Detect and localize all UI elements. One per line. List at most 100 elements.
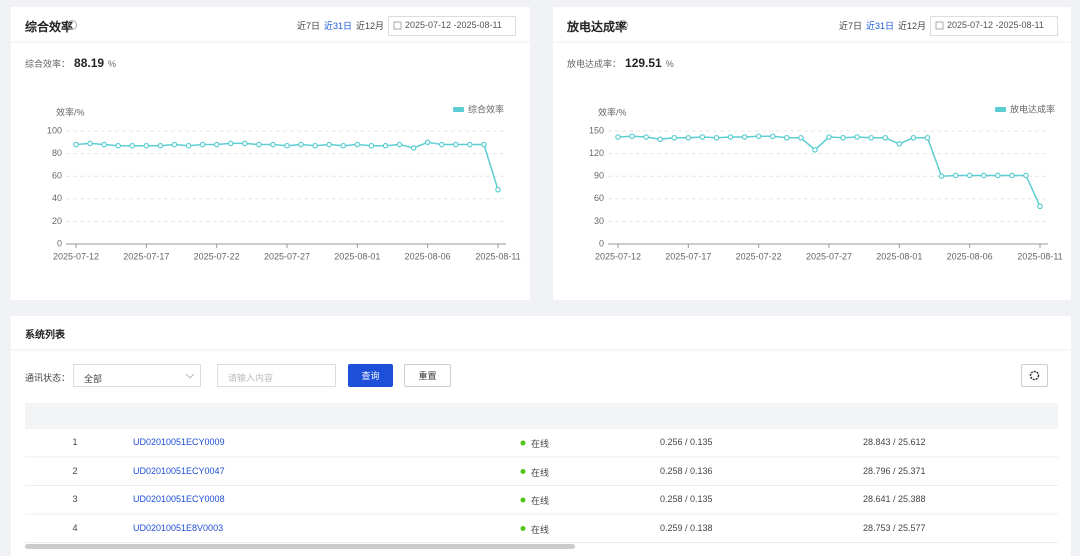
data-point (227, 140, 234, 147)
summary-unit: % (665, 59, 674, 69)
calendar-icon (935, 21, 944, 30)
data-point (438, 141, 445, 148)
system-code[interactable]: UD02010051ECY0009 (133, 437, 225, 447)
system-code[interactable]: UD02010051ECY0008 (133, 494, 225, 504)
filter-label: 通讯状态： (25, 373, 71, 383)
summary: 综合效率： 88.19% (25, 56, 116, 70)
summary-value: 88.19 (74, 56, 105, 70)
settings-button[interactable] (1021, 364, 1048, 387)
data-point (157, 142, 164, 149)
data-point (671, 134, 678, 141)
data-point (199, 141, 206, 148)
system-code[interactable]: UD02010051ECY0047 (133, 465, 225, 476)
y-tick-label: 0 (599, 238, 604, 248)
data-point (994, 172, 1001, 179)
today-energy: 0.259 / 0.138 (660, 522, 713, 533)
y-tick-label: 100 (47, 125, 62, 135)
data-point (952, 172, 959, 179)
status-dot (520, 469, 526, 474)
data-point (854, 134, 860, 140)
data-point (938, 173, 945, 180)
x-tick-label: 2025-08-11 (475, 251, 520, 261)
date-range[interactable]: 2025-07-12 -2025-08-11 (930, 16, 1058, 36)
table-header-bg (25, 403, 1058, 429)
x-tick-label: 2025-07-12 (595, 251, 641, 261)
search-input[interactable]: 请输入内容 (217, 364, 336, 387)
today-energy: 0.258 / 0.136 (660, 465, 713, 476)
x-tick-label: 2025-08-01 (334, 251, 380, 261)
help-icon (618, 20, 628, 30)
data-point (868, 134, 875, 141)
x-tick-label: 2025-07-17 (123, 251, 169, 261)
data-point (452, 141, 459, 148)
data-point (812, 147, 818, 153)
data-point (382, 142, 389, 149)
data-point (354, 141, 361, 148)
data-point (924, 134, 931, 141)
data-point (755, 133, 762, 140)
y-tick-label: 40 (52, 193, 62, 203)
status-select[interactable]: 全部 (73, 364, 201, 387)
range-tab[interactable]: 近7日 (297, 21, 321, 31)
data-point (727, 134, 734, 140)
data-point (87, 140, 93, 147)
range-tab[interactable]: 近12月 (356, 21, 385, 31)
reset-button[interactable]: 重置 (404, 364, 451, 387)
data-point (242, 140, 248, 147)
y-tick-label: 30 (594, 216, 604, 226)
summary-label: 放电达成率： (567, 59, 622, 69)
data-point (713, 134, 720, 141)
data-point (643, 134, 649, 140)
data-point (826, 134, 832, 140)
settings-icon (1029, 370, 1040, 381)
data-point (101, 141, 107, 148)
data-point (424, 139, 431, 146)
system-code[interactable]: UD02010051E8V0003 (133, 522, 224, 533)
date-range[interactable]: 2025-07-12 -2025-08-11 (388, 16, 516, 36)
table-title: 系统列表 (25, 330, 65, 341)
query-button[interactable]: 查询 (348, 364, 393, 387)
data-point (340, 142, 347, 149)
panel-title: 综合效率 (25, 20, 74, 34)
data-point (629, 133, 635, 140)
data-point (615, 134, 621, 140)
status: 在线 (531, 467, 550, 478)
range-tab[interactable]: 近12月 (898, 21, 927, 31)
x-tick-label: 2025-07-12 (53, 251, 99, 261)
panel-title: 放电达成率 (567, 20, 628, 34)
data-point (73, 141, 79, 148)
row-index: 4 (72, 522, 78, 533)
x-tick-label: 2025-08-06 (947, 251, 993, 261)
y-tick-label: 80 (52, 148, 62, 158)
data-point (783, 134, 790, 141)
y-tick-label: 60 (52, 171, 62, 181)
legend-label: 放电达成率 (1010, 103, 1055, 114)
y-axis-label: 效率/% (56, 106, 85, 117)
total-energy: 28.796 / 25.371 (863, 465, 926, 476)
data-point (284, 142, 290, 149)
range-tab[interactable]: 近31日 (866, 21, 895, 31)
summary-label: 综合效率： (25, 59, 71, 69)
data-point (298, 141, 304, 148)
data-point (467, 141, 473, 148)
x-tick-label: 2025-08-11 (1017, 251, 1062, 261)
y-tick-label: 20 (52, 216, 62, 226)
data-point (741, 134, 748, 140)
range-tab[interactable]: 近7日 (839, 21, 863, 31)
summary: 放电达成率： 129.51% (567, 56, 674, 70)
range-tab[interactable]: 近31日 (324, 21, 353, 31)
row-index: 2 (72, 465, 78, 476)
x-tick-label: 2025-08-01 (876, 251, 922, 261)
data-point (213, 141, 220, 148)
data-point (396, 141, 403, 148)
data-point (685, 134, 692, 141)
data-point (481, 141, 487, 148)
row-index: 1 (72, 437, 78, 447)
data-point (129, 142, 136, 149)
status-dot (520, 440, 526, 446)
today-energy: 0.256 / 0.135 (660, 437, 713, 447)
table-panel (11, 316, 1071, 556)
data-point (143, 142, 150, 149)
y-tick-label: 120 (589, 148, 604, 158)
